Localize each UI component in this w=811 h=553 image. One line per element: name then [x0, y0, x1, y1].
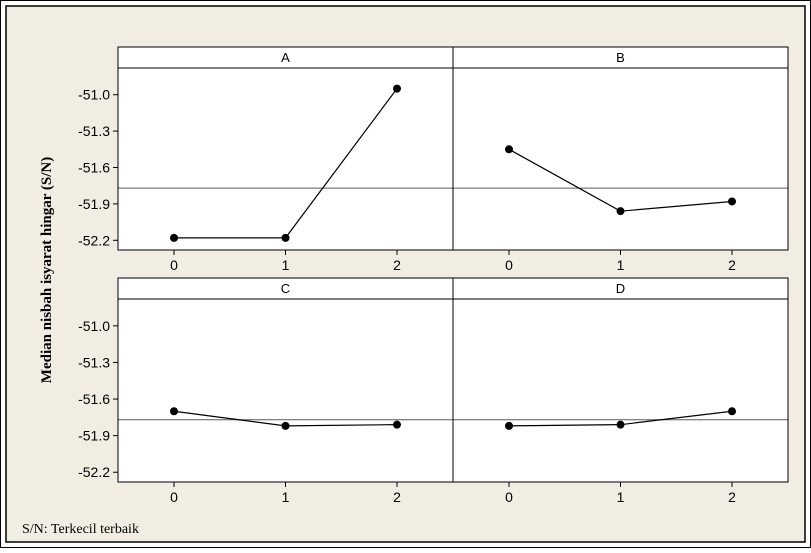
x-tick-label-c: 2 — [393, 489, 401, 505]
x-tick-label-b: 2 — [728, 257, 736, 273]
footnote: S/N: Terkecil terbaik — [22, 522, 139, 537]
panel-label-a: A — [281, 50, 290, 65]
y-tick-label-row-1: -52.2 — [78, 232, 110, 248]
panel-label-d: D — [616, 281, 625, 296]
y-tick-label-row-2: -52.2 — [78, 464, 110, 480]
y-tick-label-row-2: -51.0 — [78, 318, 110, 334]
data-point-c-1 — [281, 421, 290, 430]
panel-label-c: C — [281, 281, 290, 296]
data-point-b-2 — [728, 197, 736, 206]
y-tick-label-row-2: -51.3 — [78, 354, 110, 370]
x-tick-label-a: 0 — [170, 257, 178, 273]
plot-layer: A B -51.0 -51.3 -51.6 -51.9 -52.2 0 1 2 0 1 2 C D -51.0… — [78, 46, 789, 505]
panel-background-c — [118, 278, 453, 482]
x-tick-label-d: 2 — [728, 489, 736, 505]
x-tick-label-b: 0 — [505, 257, 513, 273]
data-point-d-1 — [616, 420, 625, 429]
x-tick-label-b: 1 — [617, 257, 625, 273]
y-tick-label-row-1: -51.0 — [78, 87, 110, 103]
x-tick-label-c: 0 — [170, 489, 178, 505]
y-tick-label-row-2: -51.6 — [78, 391, 110, 407]
data-point-c-0 — [170, 407, 178, 416]
y-tick-label-row-2: -51.9 — [78, 428, 110, 444]
data-point-a-0 — [170, 233, 178, 242]
x-tick-label-d: 0 — [505, 489, 513, 505]
y-axis-label: Median nisbah isyarat hingar (S/N) — [39, 157, 55, 383]
data-point-c-2 — [393, 420, 401, 429]
panel-background-d — [453, 278, 788, 482]
y-tick-label-row-1: -51.3 — [78, 123, 110, 139]
x-tick-label-a: 1 — [282, 257, 290, 273]
x-tick-label-c: 1 — [282, 489, 290, 505]
data-point-b-0 — [505, 145, 513, 154]
y-tick-label-row-1: -51.6 — [78, 159, 110, 175]
panel-label-b: B — [616, 50, 625, 65]
x-tick-label-d: 1 — [617, 489, 625, 505]
panel-background-a — [118, 47, 453, 250]
panel-background-b — [453, 47, 788, 250]
data-point-a-1 — [281, 233, 290, 242]
data-point-b-1 — [616, 207, 625, 216]
data-point-d-0 — [505, 421, 513, 430]
y-tick-label-row-1: -51.9 — [78, 196, 110, 212]
data-point-a-2 — [393, 84, 401, 93]
x-tick-label-a: 2 — [393, 257, 401, 273]
data-point-d-2 — [728, 407, 736, 416]
